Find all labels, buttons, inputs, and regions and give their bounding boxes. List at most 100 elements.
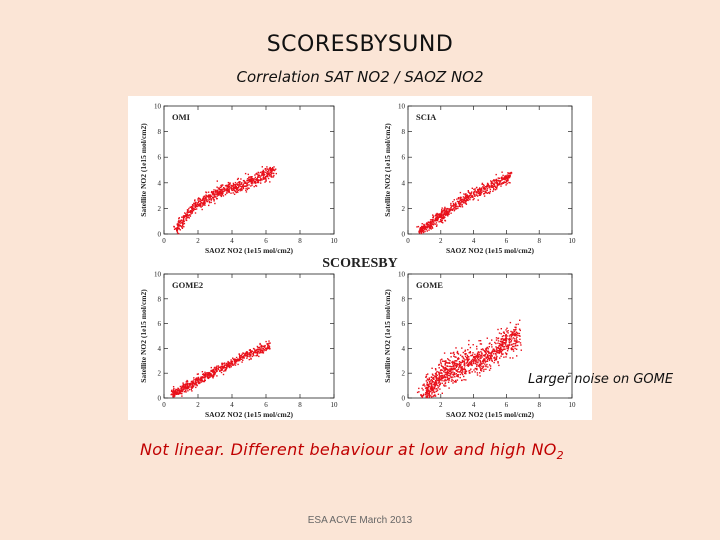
scatter-point [447, 374, 450, 377]
scatter-point [204, 196, 207, 199]
scatter-point [494, 189, 497, 191]
scatter-point [429, 382, 431, 384]
scatter-point [440, 364, 443, 366]
scatter-point [460, 371, 463, 374]
scatter-point [429, 383, 432, 385]
scatter-point [232, 357, 234, 359]
scatter-point [500, 348, 503, 350]
scatter-point [452, 360, 454, 363]
scatter-point [479, 357, 481, 359]
scatter-point [421, 230, 423, 232]
scatter-point [505, 181, 508, 183]
scatter-point [184, 215, 186, 217]
scatter-point [182, 383, 184, 386]
scatter-point [469, 364, 471, 366]
scatter-point [449, 368, 451, 370]
scatter-point [464, 372, 466, 375]
scatter-point [452, 352, 454, 354]
scatter-point [432, 374, 434, 376]
scatter-point [448, 379, 450, 381]
scatter-point [223, 366, 225, 368]
scatter-point [441, 216, 443, 218]
scatter-point [455, 362, 457, 365]
scatter-point [421, 396, 423, 398]
scatter-point [267, 175, 269, 178]
scatter-point [456, 360, 458, 362]
scatter-point [257, 352, 259, 354]
scatter-point [452, 369, 454, 371]
scatter-point [225, 364, 228, 366]
scatter-point [431, 386, 433, 388]
scatter-point [435, 369, 437, 371]
scatter-point [458, 367, 460, 369]
scatter-point [431, 379, 433, 382]
scatter-point [442, 217, 444, 219]
scatter-point [476, 372, 479, 374]
scatter-point [439, 361, 442, 363]
scatter-point [448, 208, 450, 211]
scatter-point [232, 185, 234, 188]
scatter-point [484, 188, 486, 190]
scatter-point [460, 199, 462, 201]
scatter-point [225, 184, 228, 187]
scatter-point [425, 374, 428, 376]
scatter-point [454, 376, 456, 378]
scatter-point [434, 383, 436, 385]
scatter-point [229, 182, 231, 184]
scatter-point [489, 367, 492, 370]
scatter-point [504, 345, 506, 348]
figure-title: SCORESBY [322, 256, 397, 271]
scatter-point [513, 330, 515, 332]
scatter-point [461, 359, 464, 362]
x-tick-label: 10 [331, 237, 339, 245]
scatter-point [503, 181, 505, 184]
y-tick-label: 8 [402, 128, 406, 136]
scatter-point [236, 183, 238, 185]
scatter-point [484, 351, 487, 353]
scatter-point [430, 387, 433, 389]
scatter-point [500, 339, 502, 341]
scatter-point [428, 385, 430, 387]
scatter-point [230, 359, 232, 361]
scatter-point [457, 371, 459, 373]
scatter-point [453, 381, 456, 383]
scatter-point [438, 371, 440, 374]
scatter-point [186, 384, 189, 386]
scatter-point [181, 388, 183, 390]
scatter-point [192, 207, 194, 210]
scatter-point [258, 176, 260, 178]
scatter-point [505, 329, 507, 331]
scatter-point [478, 363, 481, 365]
scatter-point [495, 186, 497, 189]
scatter-point [430, 379, 433, 381]
scatter-point [444, 378, 446, 380]
scatter-point [516, 339, 518, 342]
y-tick-label: 2 [402, 370, 406, 378]
y-tick-label: 6 [158, 154, 162, 162]
scatter-point [476, 353, 479, 355]
scatter-point [423, 223, 425, 226]
scatter-point [450, 352, 452, 354]
scatter-point [210, 375, 212, 377]
scatter-point [436, 218, 439, 220]
scatter-point [469, 351, 471, 353]
scatter-point [512, 343, 515, 345]
scatter-point [261, 350, 263, 352]
scatter-point [435, 390, 437, 393]
scatter-point [427, 373, 429, 375]
scatter-point [196, 373, 199, 375]
scatter-point [500, 352, 503, 354]
scatter-point [468, 339, 470, 342]
scatter-point [216, 192, 218, 194]
scatter-point [212, 198, 214, 200]
scatter-point [206, 373, 209, 375]
scatter-point [199, 200, 202, 203]
scatter-point [442, 367, 445, 369]
scatter-point [495, 342, 497, 345]
scatter-point [454, 204, 456, 206]
scatter-point [436, 224, 438, 226]
scatter-point [510, 173, 512, 175]
scatter-point [271, 176, 273, 178]
scatter-point [464, 200, 466, 202]
scatter-point [190, 386, 192, 388]
